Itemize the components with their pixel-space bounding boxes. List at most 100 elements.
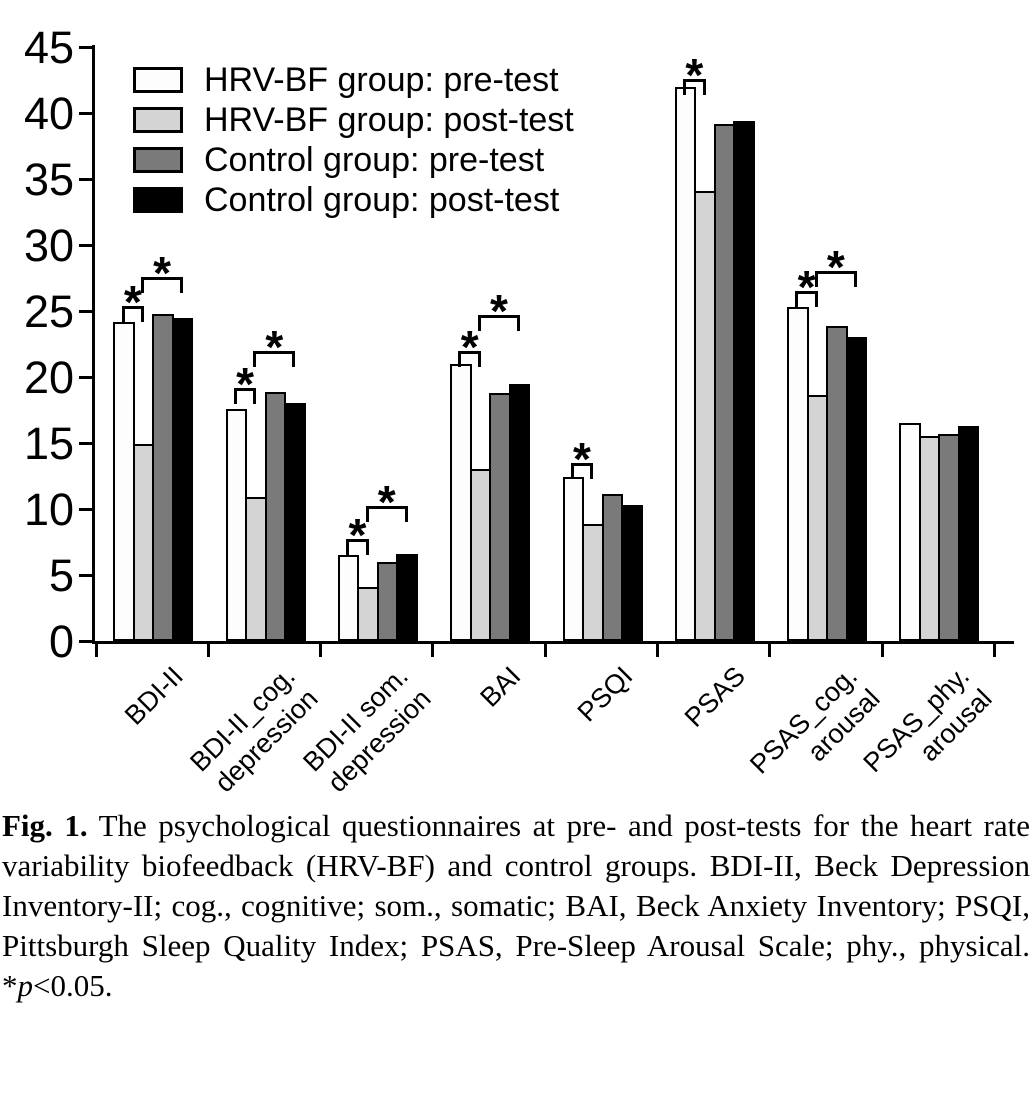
x-tick bbox=[880, 644, 884, 657]
bar-bai-s1 bbox=[469, 469, 492, 641]
legend-label: Control group: pre-test bbox=[204, 140, 545, 179]
bar-bdi-ii-cog-depression-s3 bbox=[284, 403, 306, 641]
x-tick-label: BAI bbox=[473, 660, 526, 713]
y-tick bbox=[79, 508, 92, 511]
sig-bracket bbox=[814, 271, 857, 288]
legend-label: Control group: post-test bbox=[204, 180, 560, 219]
sig-asterisk: * bbox=[236, 357, 255, 410]
bar-chart: 0 5 10 15 20 25 30 35 40 45 * * * * * * * * * * * * BDI-II BDI-… bbox=[23, 22, 1014, 801]
sig-bracket bbox=[141, 276, 184, 293]
sig-bracket bbox=[253, 350, 296, 367]
x-tick-label-line: PSQI bbox=[571, 660, 639, 728]
sig-asterisk: * bbox=[460, 320, 479, 373]
bar-psas-cog-arousal-s2 bbox=[826, 325, 848, 641]
x-tick bbox=[319, 644, 323, 657]
y-tick-label: 25 bbox=[23, 286, 74, 337]
x-tick-label: BDI-II_cog. depression bbox=[184, 660, 325, 801]
y-tick-label: 15 bbox=[23, 418, 74, 469]
caption-segment: * bbox=[2, 968, 18, 1003]
legend-swatch bbox=[133, 67, 183, 93]
bar-bdi-ii-cog-depression-s2 bbox=[264, 391, 287, 641]
bar-bdi-ii-s0 bbox=[113, 321, 135, 641]
x-tick-label: PSQI bbox=[571, 660, 639, 728]
y-tick-label: 35 bbox=[23, 154, 74, 205]
y-tick-label: 40 bbox=[23, 88, 74, 139]
bar-psqi-s1 bbox=[582, 523, 604, 641]
bar-bdi-ii-cog-depression-s0 bbox=[225, 408, 248, 641]
sig-bracket bbox=[121, 305, 145, 322]
x-tick-label: PSAS_phy. arousal bbox=[857, 660, 998, 801]
bar-psas-phy-arousal-s1 bbox=[918, 436, 941, 641]
bar-psqi-s3 bbox=[621, 505, 643, 641]
figure-caption: Fig. 1. The psychological questionnaires… bbox=[2, 806, 1030, 1006]
y-tick-label: 45 bbox=[23, 22, 74, 73]
caption-segment: Fig. 1. bbox=[2, 808, 88, 843]
legend-item: Control group: pre-test bbox=[133, 140, 574, 180]
sig-bracket bbox=[346, 539, 369, 556]
y-tick bbox=[79, 244, 92, 247]
caption-segment: <0.05. bbox=[33, 968, 113, 1003]
x-axis bbox=[92, 641, 1014, 644]
y-tick bbox=[79, 442, 92, 445]
y-tick bbox=[79, 376, 92, 379]
bar-psas-s1 bbox=[694, 190, 716, 641]
sig-asterisk: * bbox=[265, 320, 284, 373]
y-tick bbox=[79, 112, 92, 115]
x-tick bbox=[206, 644, 210, 657]
bar-psqi-s0 bbox=[562, 477, 584, 641]
bar-bdi-ii-s2 bbox=[152, 313, 174, 641]
sig-asterisk: * bbox=[573, 432, 591, 485]
bar-psas-cog-arousal-s0 bbox=[787, 307, 809, 641]
sig-bracket bbox=[365, 506, 408, 523]
legend-label: HRV-BF group: pre-test bbox=[204, 60, 559, 99]
x-tick-label: BDI-II som. depression bbox=[296, 660, 437, 801]
caption-segment: p bbox=[17, 968, 34, 1003]
bar-bdi-ii-som-depression-s0 bbox=[337, 555, 360, 641]
bar-psas-phy-arousal-s3 bbox=[957, 425, 980, 641]
bar-bai-s3 bbox=[508, 383, 531, 641]
y-tick bbox=[79, 640, 92, 643]
bar-bdi-ii-som-depression-s3 bbox=[396, 553, 418, 641]
legend-swatch bbox=[133, 147, 183, 173]
x-tick bbox=[543, 644, 547, 657]
sig-bracket bbox=[795, 291, 818, 308]
bar-psqi-s2 bbox=[601, 494, 623, 641]
x-tick bbox=[768, 644, 772, 657]
x-tick bbox=[431, 644, 435, 657]
bar-psas-cog-arousal-s3 bbox=[845, 337, 868, 641]
sig-asterisk: * bbox=[348, 509, 367, 562]
sig-asterisk: * bbox=[489, 284, 508, 337]
sig-asterisk: * bbox=[826, 241, 845, 294]
bar-bdi-ii-som-depression-s2 bbox=[376, 561, 399, 641]
bar-psas-s0 bbox=[674, 86, 697, 641]
bar-bdi-ii-s1 bbox=[132, 444, 155, 641]
bar-bdi-ii-cog-depression-s1 bbox=[245, 497, 267, 641]
sig-bracket bbox=[683, 78, 706, 95]
x-tick bbox=[94, 644, 98, 657]
sig-asterisk: * bbox=[377, 476, 396, 529]
sig-asterisk: * bbox=[123, 275, 142, 328]
legend-item: Control group: post-test bbox=[133, 180, 574, 220]
y-tick-label: 10 bbox=[23, 484, 74, 535]
sig-bracket bbox=[570, 462, 594, 479]
caption-segment: The psychological questionnaires at pre-… bbox=[2, 808, 1030, 963]
y-tick-label: 30 bbox=[23, 220, 74, 271]
y-tick bbox=[79, 574, 92, 577]
legend-item: HRV-BF group: post-test bbox=[133, 100, 574, 140]
sig-bracket bbox=[458, 350, 481, 367]
bar-psas-s3 bbox=[733, 120, 755, 641]
legend-item: HRV-BF group: pre-test bbox=[133, 60, 574, 100]
bar-bai-s0 bbox=[450, 363, 472, 641]
sig-asterisk: * bbox=[153, 246, 171, 299]
x-tick-label-line: BAI bbox=[473, 660, 526, 713]
x-tick-label: BDI-II bbox=[118, 660, 189, 731]
y-tick-label: 0 bbox=[48, 616, 74, 667]
y-tick bbox=[79, 46, 92, 49]
bar-bdi-ii-som-depression-s1 bbox=[357, 586, 379, 641]
y-tick bbox=[79, 310, 92, 313]
legend-label: HRV-BF group: post-test bbox=[204, 100, 574, 139]
y-axis bbox=[92, 45, 95, 644]
bar-bai-s2 bbox=[489, 392, 511, 641]
x-tick bbox=[656, 644, 659, 657]
